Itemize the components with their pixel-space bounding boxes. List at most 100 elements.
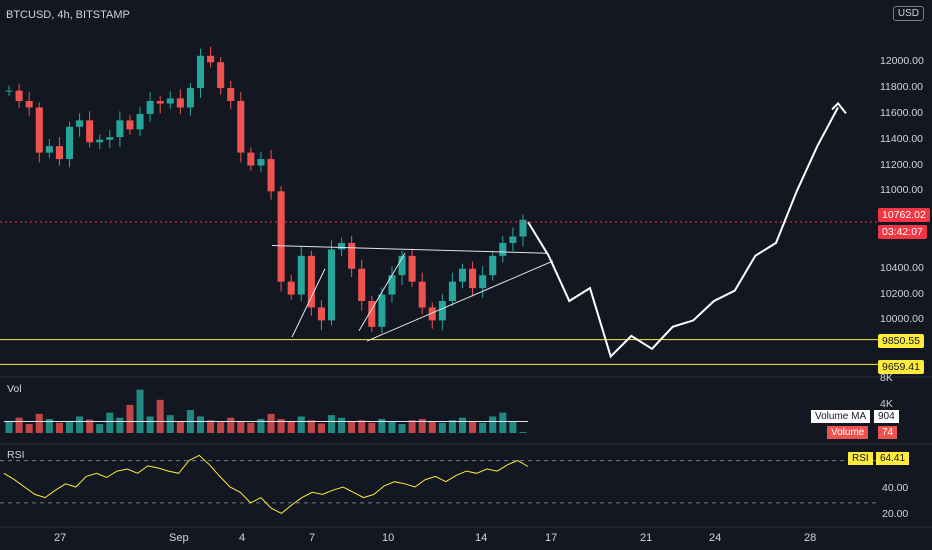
volume-ma-value: 904 (874, 410, 899, 423)
volume-label: Volume (827, 426, 869, 439)
candle-body (146, 100, 154, 114)
candle-body (509, 236, 517, 243)
volume-bar (116, 417, 124, 433)
candle-body (327, 249, 336, 321)
volume-bar (378, 418, 386, 433)
volume-bar (327, 415, 336, 433)
bar-countdown-tag: 03:42:07 (878, 225, 927, 239)
rsi-line (3, 454, 529, 514)
candle-body (418, 281, 426, 308)
volume-bar (126, 404, 134, 433)
candle-body (317, 307, 325, 321)
time-tick: 21 (640, 532, 653, 544)
volume-axis-tick: 4K (880, 398, 893, 410)
volume-bar (317, 423, 325, 433)
candle-body (126, 120, 134, 130)
price-tick: 10200.00 (880, 287, 924, 300)
candle-body (86, 120, 94, 143)
volume-bar (438, 422, 446, 433)
time-tick: 10 (382, 532, 395, 544)
volume-bar (76, 416, 84, 433)
support-level-tag-2: 9659.41 (878, 360, 924, 374)
time-tick: 17 (545, 532, 558, 544)
flag-line-1 (291, 268, 326, 338)
candle-body (35, 107, 43, 153)
volume-bar (277, 418, 285, 433)
support-level-tag-1: 9850.55 (878, 334, 924, 348)
candle-body (106, 137, 114, 140)
candle-body (227, 88, 235, 101)
volume-bar (166, 415, 174, 433)
volume-bar (358, 420, 366, 433)
volume-bar (86, 419, 94, 433)
volume-bar (237, 420, 245, 433)
candle-body (156, 100, 164, 104)
volume-bar (65, 420, 74, 433)
rsi-pane-title: RSI (7, 449, 25, 461)
volume-bar (96, 424, 104, 433)
candle-body (25, 100, 33, 108)
volume-bar (15, 417, 23, 433)
time-tick: 27 (54, 532, 67, 544)
candle-body (368, 301, 376, 327)
candle-body (76, 120, 84, 127)
candle-body (287, 281, 295, 295)
candle-body (469, 268, 477, 289)
time-tick: 7 (309, 532, 316, 544)
price-tick: 11400.00 (880, 132, 924, 145)
rsi-value: 64.41 (876, 452, 910, 465)
time-tick: 14 (475, 532, 488, 544)
price-tick: 11000.00 (880, 184, 924, 197)
last-price-tag: 10762.02 (878, 208, 930, 222)
volume-bar (25, 424, 33, 433)
currency-badge[interactable]: USD (892, 6, 924, 21)
candle-body (116, 120, 124, 138)
volume-bar (408, 420, 416, 433)
volume-bar (217, 422, 225, 433)
candle-body (307, 255, 315, 308)
time-tick: 4 (239, 532, 246, 544)
volume-bar (257, 418, 265, 433)
volume-bar (267, 413, 275, 433)
candle-body (15, 90, 23, 101)
candle-body (267, 159, 275, 192)
volume-bar (388, 421, 396, 433)
symbol-title[interactable]: BTCUSD, 4h, BITSTAMP (6, 9, 130, 21)
triangle-upper-trendline (271, 245, 549, 254)
price-tick: 11600.00 (880, 106, 924, 119)
candle-body (45, 146, 53, 153)
candle-body (428, 307, 436, 321)
candle-body (237, 100, 245, 153)
volume-bar (479, 422, 487, 433)
candle-body (247, 152, 255, 166)
triangle-lower-trendline (366, 260, 554, 342)
candle-body (166, 98, 174, 104)
volume-bar (499, 412, 507, 433)
price-tick: 11800.00 (880, 81, 924, 94)
candle-body (378, 294, 386, 327)
candle-body (176, 98, 184, 108)
candle-body (358, 268, 366, 302)
rsi-tick-20: 20.00 (882, 508, 909, 520)
volume-bar (489, 416, 497, 433)
volume-bar (207, 420, 215, 433)
candle-body (499, 242, 507, 256)
volume-bar (156, 399, 164, 433)
candle-body (338, 242, 346, 250)
projection-path (527, 106, 839, 359)
candle-body (277, 191, 285, 282)
volume-bar (348, 421, 356, 433)
candle-body (196, 55, 205, 89)
candle-body (348, 242, 356, 269)
volume-bar (398, 424, 406, 433)
time-tick: 28 (804, 532, 817, 544)
volume-bar (458, 417, 467, 433)
rsi-label: RSI (848, 452, 873, 465)
price-tick: 12000.00 (880, 55, 924, 68)
volume-bar (106, 412, 114, 433)
projection-arrow (831, 101, 847, 115)
volume-bar (136, 389, 144, 433)
volume-bar (297, 416, 305, 433)
candle-body (398, 255, 406, 276)
